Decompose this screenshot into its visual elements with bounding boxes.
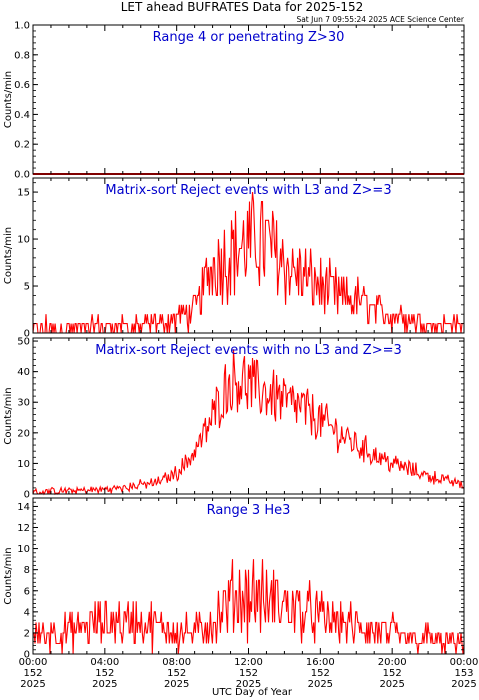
y-tick-label: 0 [24,650,30,661]
y-tick-label: 40 [17,367,30,378]
x-tick-label: 16:00 [306,657,335,668]
x-tick-label: 2025 [164,679,189,690]
y-tick-label: 0.8 [14,50,30,61]
x-tick-label: 152 [167,668,186,679]
plot-frame [32,177,465,334]
x-tick-label: 20:00 [378,657,407,668]
x-tick-label: 152 [95,668,114,679]
y-tick-label: 0.0 [14,170,30,181]
y-tick-label: 20 [17,428,30,439]
panel-title: Range 4 or penetrating Z>30 [153,30,345,45]
chart-panels: 0.0 0.2 0.4 0.6 0.8 1.0 Counts/min Range 4 or p… [3,21,465,661]
x-tick-label: 08:00 [162,657,191,668]
y-tick-label: 14 [17,502,30,513]
y-tick-label: 10 [17,544,30,555]
panel-4: 0 2 4 6 8 10 12 14 Counts/min Range 3 He3 [3,497,465,661]
x-tick-label: 2025 [379,679,404,690]
x-tick-label: 2025 [308,679,333,690]
y-tick-label: 0 [24,329,30,340]
panel-title: Matrix-sort Reject events with L3 and Z>… [105,183,391,198]
series-line [33,559,465,655]
x-tick-label: 2025 [92,679,117,690]
timestamp-label: Sat Jun 7 09:55:24 2025 ACE Science Cent… [296,15,464,24]
x-tick-label: 2025 [451,679,476,690]
y-tick-label: 8 [24,565,30,576]
y-tick-label: 30 [17,398,30,409]
y-tick-label: 4 [24,607,30,618]
panel-1: 0.0 0.2 0.4 0.6 0.8 1.0 Counts/min Range 4 or p… [3,21,465,181]
plot-frame [32,24,465,175]
y-tick-label: 0 [24,490,30,501]
y-tick-label: 0.4 [14,110,30,121]
x-axis-label: UTC Day of Year [212,687,293,698]
x-tick-label: 2025 [236,679,261,690]
y-axis-label: Counts/min [3,71,14,128]
x-tick-label: 153 [454,668,473,679]
y-tick-label: 2 [24,628,30,639]
chart-title: LET ahead BUFRATES Data for 2025-152 [121,0,363,14]
y-axis-label: Counts/min [3,387,14,444]
panel-title: Matrix-sort Reject events with no L3 and… [95,343,402,358]
x-tick-label: 152 [311,668,330,679]
y-tick-label: 10 [17,459,30,470]
y-axis-label: Counts/min [3,227,14,284]
x-tick-label: 00:00 [450,657,479,668]
panel-2: 0 5 10 15 Counts/min Matrix-sort Reject event… [3,177,465,340]
x-tick-label: 2025 [20,679,45,690]
y-tick-label: 6 [24,586,30,597]
y-tick-label: 10 [17,235,30,246]
y-tick-label: 12 [17,523,30,534]
x-tick-label: 152 [239,668,258,679]
x-tick-label: 152 [383,668,402,679]
panel-3: 0 10 20 30 40 50 Counts/min Matrix-sort Reject … [3,337,465,501]
y-tick-label: 0.6 [14,80,30,91]
y-tick-label: 1.0 [14,21,30,32]
x-tick-label: 04:00 [90,657,119,668]
x-tick-label: 00:00 [19,657,48,668]
x-tick-labels: 00:00152202504:00152202508:00152202512:0… [19,657,479,690]
y-tick-label: 50 [17,337,30,348]
x-tick-label: 12:00 [234,657,263,668]
y-tick-label: 0.2 [14,140,30,151]
y-tick-label: 5 [24,282,30,293]
panel-title: Range 3 He3 [207,503,291,518]
series-line [32,349,465,496]
x-tick-label: 152 [23,668,42,679]
y-tick-label: 15 [17,188,30,199]
y-axis-label: Counts/min [3,547,14,604]
series-line [32,192,464,334]
